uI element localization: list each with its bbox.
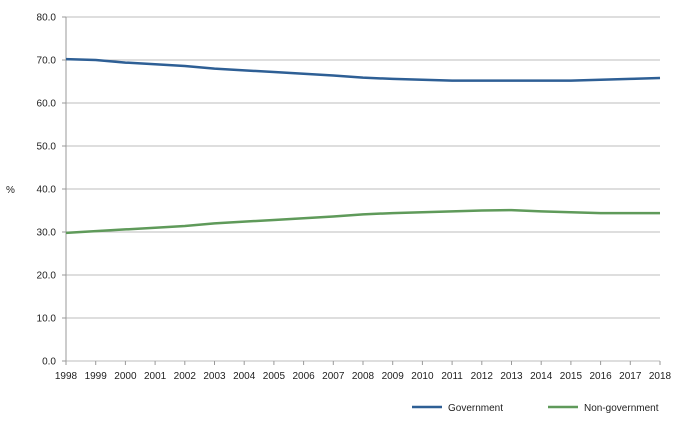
y-tick-label: 0.0 — [42, 357, 56, 368]
x-tick-label: 2007 — [322, 371, 345, 382]
x-tick-label: 1999 — [85, 371, 108, 382]
x-tick-label: 2006 — [292, 371, 315, 382]
y-axis-label: % — [6, 185, 15, 196]
x-tick-label: 2011 — [441, 371, 463, 382]
x-tick-label: 2001 — [144, 371, 167, 382]
y-tick-label: 20.0 — [37, 271, 57, 282]
series-line-non-government — [65, 208, 660, 235]
x-tick-label: 2013 — [500, 371, 523, 382]
x-tick-label: 2009 — [382, 371, 405, 382]
x-tick-label: 2000 — [114, 371, 137, 382]
x-tick-label: 2008 — [352, 371, 375, 382]
x-tick-label: 2015 — [560, 371, 583, 382]
y-tick-label: 80.0 — [37, 13, 57, 24]
series-line-government — [65, 57, 661, 82]
x-tick-label: 2014 — [530, 371, 553, 382]
x-tick-label: 2002 — [174, 371, 197, 382]
y-tick-label: 30.0 — [37, 228, 57, 239]
x-tick-label: 2005 — [263, 371, 286, 382]
y-tick-label: 60.0 — [37, 99, 57, 110]
y-tick-label: 10.0 — [37, 314, 57, 325]
x-tick-label: 2003 — [203, 371, 226, 382]
x-tick-label: 2012 — [471, 371, 494, 382]
legend-label: Non-government — [584, 403, 659, 414]
x-tick-label: 2017 — [619, 371, 642, 382]
y-tick-label: 70.0 — [37, 56, 57, 67]
x-tick-label: 1998 — [55, 371, 78, 382]
legend-label: Government — [448, 403, 503, 414]
y-tick-label: 40.0 — [37, 185, 57, 196]
y-tick-label: 50.0 — [37, 142, 57, 153]
x-tick-label: 2016 — [589, 371, 612, 382]
x-tick-label: 2010 — [411, 371, 434, 382]
x-tick-label: 2018 — [649, 371, 672, 382]
x-tick-label: 2004 — [233, 371, 256, 382]
